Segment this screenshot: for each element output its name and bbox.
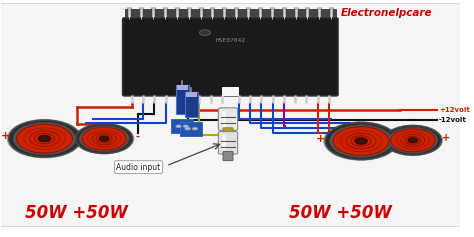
Text: +12volt: +12volt (439, 107, 470, 113)
FancyBboxPatch shape (176, 85, 189, 114)
Circle shape (325, 123, 397, 160)
Circle shape (383, 125, 443, 156)
Circle shape (355, 138, 367, 144)
Bar (222, 87, 239, 96)
Circle shape (79, 126, 129, 152)
Circle shape (74, 123, 134, 154)
FancyBboxPatch shape (171, 119, 193, 133)
FancyBboxPatch shape (0, 4, 462, 226)
FancyBboxPatch shape (185, 92, 198, 117)
Circle shape (7, 119, 82, 158)
Text: Audio input: Audio input (117, 163, 161, 172)
FancyBboxPatch shape (223, 151, 233, 161)
Circle shape (76, 124, 133, 153)
Circle shape (388, 127, 438, 153)
Circle shape (38, 135, 51, 142)
Bar (125, 9, 336, 19)
Circle shape (323, 122, 399, 160)
Bar (222, 111, 227, 127)
Circle shape (185, 127, 191, 130)
FancyBboxPatch shape (219, 132, 237, 154)
Circle shape (411, 139, 415, 141)
Bar (222, 135, 227, 150)
Circle shape (333, 127, 389, 155)
Circle shape (391, 129, 435, 152)
FancyBboxPatch shape (219, 108, 237, 130)
Circle shape (384, 126, 441, 155)
Text: -: - (135, 131, 139, 141)
Text: -: - (399, 134, 404, 144)
Text: Electronelpcare: Electronelpcare (340, 8, 432, 18)
Circle shape (102, 138, 106, 140)
Circle shape (17, 124, 73, 153)
Circle shape (329, 125, 392, 157)
Circle shape (82, 127, 127, 150)
FancyBboxPatch shape (122, 18, 338, 96)
Circle shape (183, 125, 189, 128)
Text: 50W +50W: 50W +50W (289, 204, 392, 222)
Text: +: + (316, 134, 325, 144)
Text: +: + (1, 131, 10, 141)
Circle shape (192, 127, 198, 130)
Circle shape (99, 136, 109, 141)
Bar (186, 92, 197, 97)
Text: -: - (81, 131, 86, 141)
FancyBboxPatch shape (180, 122, 202, 136)
Circle shape (200, 30, 210, 36)
Text: 50W +50W: 50W +50W (25, 204, 128, 222)
Text: -12volt: -12volt (439, 117, 467, 123)
Circle shape (359, 140, 363, 142)
Circle shape (42, 137, 46, 140)
Circle shape (13, 122, 76, 155)
Circle shape (408, 138, 418, 143)
FancyBboxPatch shape (223, 128, 233, 138)
Circle shape (9, 120, 80, 157)
Circle shape (176, 125, 181, 128)
Text: +: + (442, 133, 450, 143)
Text: HSE07042: HSE07042 (215, 38, 246, 43)
Bar (177, 85, 188, 90)
